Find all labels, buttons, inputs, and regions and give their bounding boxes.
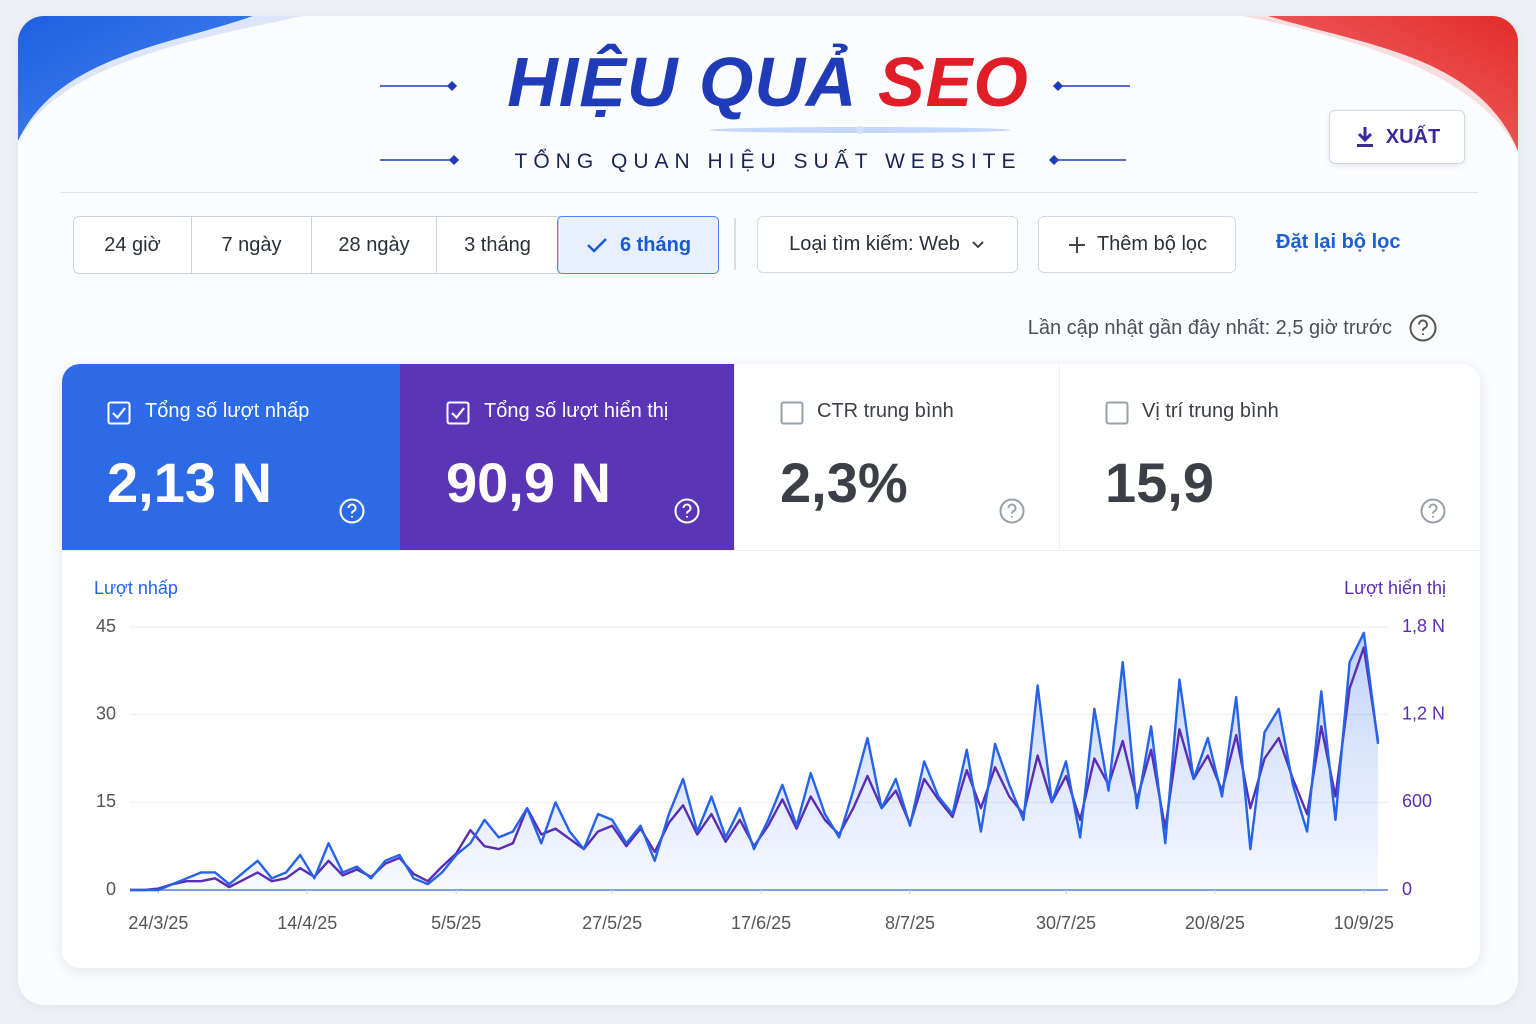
x-tick-label: 10/9/25 (1334, 913, 1394, 933)
checkbox[interactable] (107, 401, 131, 425)
metric-card[interactable]: Vị trí trung bình 15,9 (1059, 364, 1480, 550)
chart: 0 15 30 45 0 600 1,2 N 1,8 N 24/3/25 14/4/25 5/5/2… (94, 578, 1446, 933)
checkbox[interactable] (446, 401, 470, 425)
help-icon[interactable] (1408, 313, 1438, 343)
x-tick-label: 20/8/25 (1185, 913, 1245, 933)
checkbox-check (112, 407, 126, 420)
metric-card[interactable]: CTR trung bình 2,3% (734, 364, 1059, 550)
x-tick-label: 5/5/25 (431, 913, 481, 933)
plus-icon (1068, 236, 1085, 253)
range-option[interactable]: 3 tháng (436, 217, 558, 273)
y2-tick-label: 600 (1402, 791, 1432, 811)
metric-label: Vị trí trung bình (1142, 400, 1279, 422)
add-filter-button[interactable]: Thêm bộ lọc (1038, 216, 1236, 273)
chevron-icon (972, 240, 984, 248)
x-tick-label: 17/6/25 (731, 913, 791, 933)
export-button[interactable]: XUẤT (1329, 110, 1465, 164)
x-tick-label: 24/3/25 (128, 913, 188, 933)
range-option[interactable]: 24 giờ (74, 217, 191, 273)
check-icon (587, 238, 607, 253)
y2-tick-label: 1,2 N (1402, 703, 1445, 723)
help-circle (339, 498, 365, 524)
search-type-dropdown[interactable]: Loại tìm kiếm: Web (757, 216, 1018, 273)
y2-axis-title: Lượt hiển thị (1344, 578, 1446, 598)
checkbox-box (780, 401, 804, 425)
x-tick-label: 30/7/25 (1036, 913, 1096, 933)
range-option[interactable]: 6 tháng (557, 216, 719, 274)
help-icon[interactable] (673, 497, 701, 525)
reset-filter-link[interactable]: Đặt lại bộ lọc (1276, 231, 1401, 253)
checkbox[interactable] (1105, 401, 1129, 425)
help-circle (1420, 498, 1446, 524)
performance-card: Tổng số lượt nhấp 2,13 N Tổng số lượt hiển… (62, 364, 1480, 968)
checkbox-check (451, 407, 465, 420)
export-label: XUẤT (1385, 125, 1441, 148)
series-line (130, 631, 1380, 892)
checkbox[interactable] (780, 401, 804, 425)
title: HIỆU QUẢ SEO (0, 42, 1536, 122)
y-tick-label: 45 (96, 616, 116, 636)
metric-card[interactable]: Tổng số lượt nhấp 2,13 N (62, 364, 400, 550)
check-path (587, 238, 607, 253)
title-main: HIỆU QUẢ (507, 43, 858, 121)
range-option[interactable]: 28 ngày (311, 217, 436, 273)
help-mark (347, 503, 357, 518)
separator (734, 218, 736, 270)
range-label: 7 ngày (221, 233, 282, 256)
series-area (130, 632, 1378, 890)
download-icon (1356, 127, 1373, 147)
y2-tick-label: 0 (1402, 879, 1412, 899)
metric-value: 90,9 N (446, 451, 611, 514)
help-mark (1428, 503, 1438, 518)
decoration (18, 16, 1518, 166)
last-updated: Lần cập nhật gần đây nhất: 2,5 giờ trước (1028, 313, 1438, 343)
help-mark (682, 503, 692, 518)
y-tick-label: 30 (96, 703, 116, 723)
subtitle: TỔNG QUAN HIỆU SUẤT WEBSITE (514, 150, 1022, 173)
range-option[interactable]: 7 ngày (191, 217, 311, 273)
title-accent: SEO (877, 43, 1029, 121)
help-mark (1007, 503, 1017, 518)
metric-card[interactable]: Tổng số lượt hiển thị 90,9 N (400, 364, 734, 550)
help-icon[interactable] (998, 497, 1026, 525)
x-tick-label: 14/4/25 (277, 913, 337, 933)
y-tick-label: 15 (96, 791, 116, 811)
range-label: 24 giờ (104, 233, 161, 256)
metric-row: Tổng số lượt nhấp 2,13 N Tổng số lượt hiển… (62, 364, 1480, 551)
help-icon[interactable] (338, 497, 366, 525)
metric-label: CTR trung bình (817, 400, 954, 422)
help-icon[interactable] (1419, 497, 1447, 525)
metric-value: 2,13 N (107, 451, 272, 514)
metric-label: Tổng số lượt nhấp (145, 400, 310, 422)
range-label: 6 tháng (619, 233, 692, 256)
add-filter-label: Thêm bộ lọc (1096, 233, 1208, 255)
y-tick-label: 0 (106, 879, 116, 899)
last-updated-text: Lần cập nhật gần đây nhất: 2,5 giờ trước (1027, 316, 1392, 339)
metric-value: 2,3% (780, 451, 908, 514)
help-circle (674, 498, 700, 524)
divider (60, 192, 1478, 193)
search-type-label: Loại tìm kiếm: Web (789, 233, 960, 255)
x-tick-label: 27/5/25 (582, 913, 642, 933)
range-group: 24 giờ 7 ngày 28 ngày 3 tháng 6 tháng (73, 216, 719, 274)
help-circle (999, 498, 1025, 524)
x-tick-label: 8/7/25 (885, 913, 935, 933)
y-axis-title: Lượt nhấp (94, 578, 178, 598)
y2-tick-label: 1,8 N (1402, 616, 1445, 636)
range-label: 28 ngày (338, 233, 410, 256)
range-label: 3 tháng (464, 233, 531, 256)
metric-label: Tổng số lượt hiển thị (484, 400, 669, 422)
checkbox-box (107, 401, 131, 425)
metric-value: 15,9 (1105, 451, 1214, 514)
checkbox-box (446, 401, 470, 425)
checkbox-box (1105, 401, 1129, 425)
